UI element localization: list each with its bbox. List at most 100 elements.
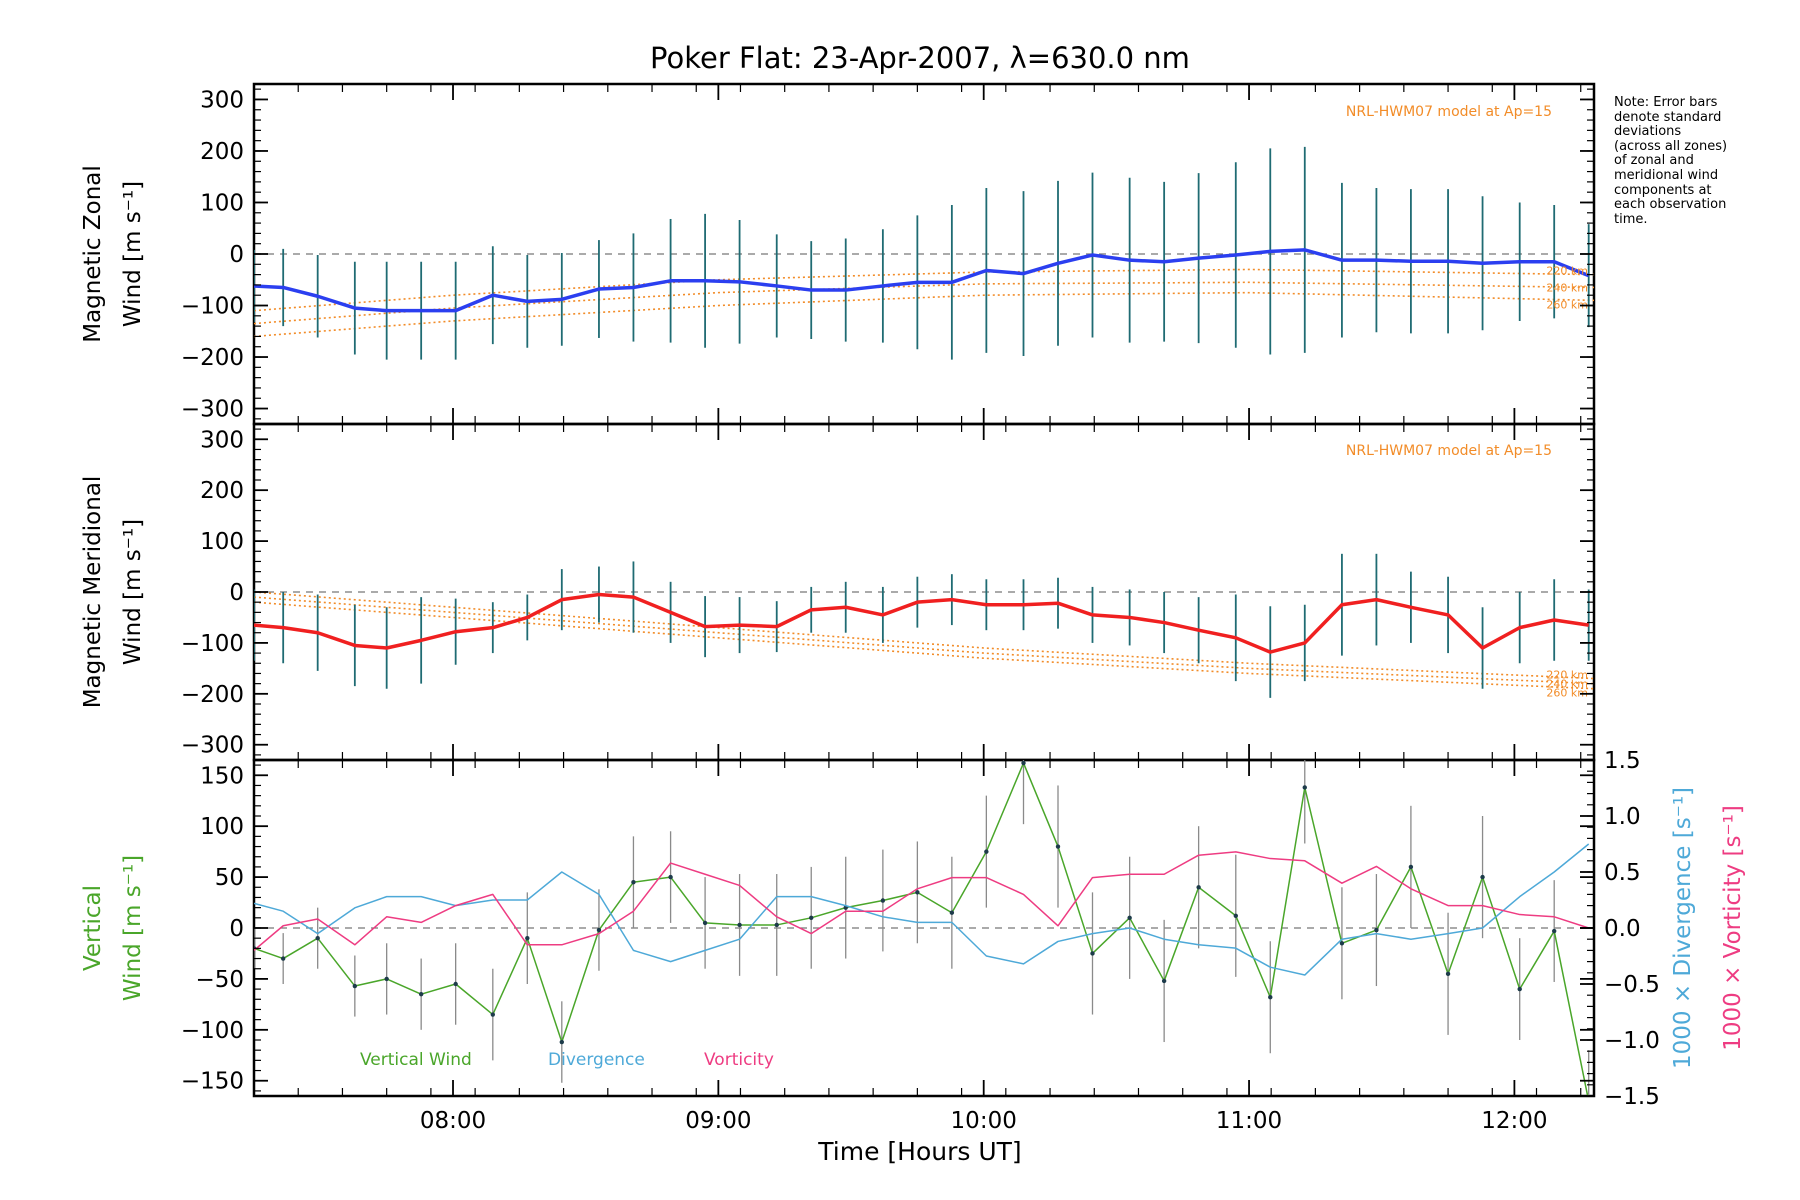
vertical-wind-point xyxy=(1517,986,1522,992)
vertical-wind-point xyxy=(1302,785,1307,790)
xtick-label: 10:00 xyxy=(951,1108,1017,1134)
vorticity-line xyxy=(254,851,1589,951)
zonal-model-260km-line xyxy=(254,291,1594,338)
vertical-wind-point xyxy=(559,1039,565,1045)
vertical-wind-point xyxy=(418,991,424,997)
vertical-wind-point xyxy=(1021,760,1026,766)
vertical-wind-point xyxy=(1374,927,1379,933)
vertical-ytick-label: −50 xyxy=(195,967,244,993)
vertical-wind-point xyxy=(1339,941,1345,946)
vertical-ytick-label: 0 xyxy=(229,916,244,942)
vertical-wind-point xyxy=(774,922,779,928)
divergence-ytick-label: 1.5 xyxy=(1604,748,1641,774)
vertical-wind-point xyxy=(1445,971,1451,977)
note-line: of zonal and xyxy=(1614,153,1694,169)
zonal-ytick-label: −200 xyxy=(181,345,244,371)
divergence-ytick-label: −1.0 xyxy=(1604,1028,1660,1054)
vertical-wind-point xyxy=(1408,864,1414,870)
vertical-wind-point xyxy=(984,849,989,854)
vertical-wind-point xyxy=(1161,978,1167,984)
divergence-ytick-label: 0.0 xyxy=(1604,916,1641,942)
meridional-ytick-label: 200 xyxy=(200,478,244,504)
note-line: each observation xyxy=(1614,197,1727,213)
meridional-data-group xyxy=(254,553,1594,698)
legend-divergence: Divergence xyxy=(548,1050,645,1070)
vertical-ytick-label: 100 xyxy=(200,814,244,840)
note-line: time. xyxy=(1614,211,1648,227)
vertical-wind-point xyxy=(525,935,530,941)
vertical-ylabel-bottom: Wind [m s⁻¹] xyxy=(120,855,146,1001)
note-line: meridional wind xyxy=(1614,167,1719,183)
vertical-wind-point xyxy=(352,983,358,989)
divergence-ytick-label: −0.5 xyxy=(1604,972,1660,998)
meridional-ylabel-bottom: Wind [m s⁻¹] xyxy=(120,519,146,665)
zonal-model-label-260km: 260 km xyxy=(1546,298,1588,311)
vertical-wind-point xyxy=(631,879,636,885)
chart-title: Poker Flat: 23-Apr-2007, λ=630.0 nm xyxy=(650,41,1190,75)
xtick-label: 08:00 xyxy=(420,1108,486,1134)
vertical-wind-point xyxy=(737,922,742,928)
note-text: Note: Error bars denote standard deviati… xyxy=(1614,95,1784,227)
zonal-wind-line xyxy=(254,248,1590,313)
vertical-wind-point xyxy=(1586,1099,1590,1103)
vertical-ytick-label: 150 xyxy=(200,763,244,789)
note-line: components at xyxy=(1614,182,1712,198)
zonal-ylabel-top: Magnetic Zonal xyxy=(80,165,106,343)
meridional-ytick-label: −100 xyxy=(181,631,244,657)
meridional-model-label-240km: 240 km xyxy=(1546,678,1588,691)
meridional-ylabel-top: Magnetic Meridional xyxy=(80,476,106,709)
zonal-ytick-label: 200 xyxy=(200,139,244,165)
zonal-ytick-label: 0 xyxy=(229,242,244,268)
meridional-model-220km-line xyxy=(254,591,1594,680)
meridional-ytick-label: −200 xyxy=(181,682,244,708)
vertical-ylabel-top: Vertical xyxy=(80,885,106,971)
meridional-ytick-label: 100 xyxy=(200,529,244,555)
vertical-wind-point xyxy=(702,920,708,926)
zonal-ytick-label: −300 xyxy=(181,397,244,423)
zonal-data-group xyxy=(254,146,1594,360)
vertical-wind-point xyxy=(384,976,389,982)
vertical-wind-point xyxy=(1196,885,1201,890)
vertical-wind-point xyxy=(315,935,320,941)
vertical-wind-point xyxy=(596,927,602,933)
divergence-ytick-label: 1.0 xyxy=(1604,804,1641,830)
divergence-line xyxy=(254,843,1590,976)
vertical-wind-point xyxy=(880,898,886,903)
zonal-model-label: NRL-HWM07 model at Ap=15 xyxy=(1346,104,1552,120)
divergence-ytick-label: −1.5 xyxy=(1604,1084,1660,1110)
meridional-model-label-260km: 260 km xyxy=(1546,687,1588,700)
vertical-ytick-label: −150 xyxy=(181,1069,244,1095)
vertical-ytick-label: 50 xyxy=(215,865,244,891)
vertical-wind-point xyxy=(280,956,286,961)
vertical-wind-point xyxy=(453,981,458,987)
legend-vertical-wind: Vertical Wind xyxy=(360,1050,472,1070)
vertical-wind-point xyxy=(949,910,955,915)
tick-layer: −300 −200 −100 0 100 200 300 −300 −200 −100 0 100 20… xyxy=(181,84,1660,1134)
vertical-wind-point xyxy=(915,890,920,895)
vertical-wind-point xyxy=(1268,995,1273,1000)
zonal-model-label-220km: 220 km xyxy=(1546,265,1588,278)
meridional-model-label: NRL-HWM07 model at Ap=15 xyxy=(1346,443,1552,459)
vertical-wind-point xyxy=(1480,874,1485,880)
xtick-label: 11:00 xyxy=(1216,1108,1282,1134)
vertical-wind-point xyxy=(1055,844,1061,849)
vertical-wind-point xyxy=(668,874,673,880)
zonal-ytick-label: 100 xyxy=(200,190,244,216)
meridional-model-label-220km: 220 km xyxy=(1546,669,1588,682)
xtick-label: 12:00 xyxy=(1481,1108,1547,1134)
meridional-ytick-label: 0 xyxy=(229,580,244,606)
x-axis-label: Time [Hours UT] xyxy=(817,1137,1021,1166)
zonal-ylabel-bottom: Wind [m s⁻¹] xyxy=(120,181,146,327)
vertical-wind-point xyxy=(1127,915,1132,921)
zonal-ytick-label: −100 xyxy=(181,294,244,320)
note-line: denote standard xyxy=(1614,109,1722,125)
zonal-ytick-label: 300 xyxy=(200,87,244,113)
meridional-model-240km-line xyxy=(254,596,1594,685)
vorticity-axis-label: 1000 × Vorticity [s⁻¹] xyxy=(1720,805,1746,1051)
vertical-wind-point xyxy=(1551,928,1557,934)
legend-vorticity: Vorticity xyxy=(704,1050,774,1070)
meridional-model-260km-line xyxy=(254,601,1594,690)
vertical-wind-point xyxy=(809,915,814,921)
